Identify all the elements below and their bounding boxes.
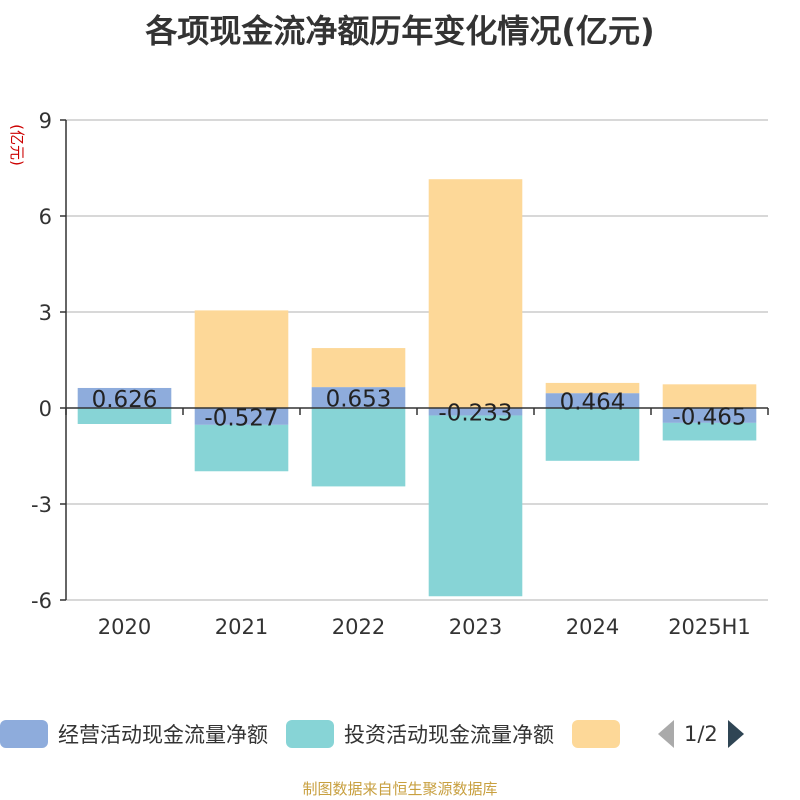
bar-series-1-2023[interactable] bbox=[428, 415, 523, 597]
data-label: 0.626 bbox=[92, 387, 158, 413]
bar-series-1-2022[interactable] bbox=[311, 408, 406, 487]
x-tick-label: 2021 bbox=[215, 615, 268, 639]
chart-title: 各项现金流净额历年变化情况(亿元) bbox=[145, 12, 655, 50]
x-tick-label: 2020 bbox=[98, 615, 151, 639]
x-tick-label: 2024 bbox=[566, 615, 619, 639]
bar-series-0-2022[interactable] bbox=[311, 387, 406, 408]
x-tick-label: 2025H1 bbox=[668, 615, 751, 639]
legend-swatch-investing bbox=[286, 720, 334, 748]
bar-series-2-2022[interactable] bbox=[311, 348, 406, 388]
chart-plot: -6 -3 0 3 6 9 (亿元) 2020 2021 2022 2023 2024 2025H1 0… bbox=[8, 109, 769, 639]
y-tick-label: -6 bbox=[31, 589, 52, 613]
bar-series-0-2023[interactable] bbox=[428, 408, 523, 416]
source-note: 制图数据来自恒生聚源数据库 bbox=[302, 780, 498, 798]
y-tick-label: -3 bbox=[31, 493, 52, 517]
x-tick-label: 2022 bbox=[332, 615, 385, 639]
bar-series-0-2024[interactable] bbox=[545, 393, 640, 408]
y-tick-label: 6 bbox=[39, 205, 52, 229]
legend-pager: 1/2 bbox=[658, 720, 744, 748]
bar-series-2-2025H1[interactable] bbox=[662, 384, 757, 408]
legend-label-investing: 投资活动现金流量净额 bbox=[344, 723, 554, 747]
pager-next-icon[interactable] bbox=[727, 720, 744, 748]
data-label: -0.527 bbox=[204, 405, 278, 431]
pager-prev-icon[interactable] bbox=[658, 720, 674, 748]
legend: 经营活动现金流量净额 投资活动现金流量净额 1/2 bbox=[0, 714, 800, 754]
x-tick-label: 2023 bbox=[449, 615, 502, 639]
data-label: 0.464 bbox=[560, 390, 626, 416]
bar-series-2-2023[interactable] bbox=[428, 179, 523, 408]
bar-series-0-2025H1[interactable] bbox=[662, 408, 757, 423]
legend-item-investing[interactable]: 投资活动现金流量净额 bbox=[286, 719, 554, 749]
bar-series-1-2025H1[interactable] bbox=[662, 422, 757, 441]
pager-count: 1/2 bbox=[684, 722, 718, 746]
y-tick-label: 0 bbox=[39, 397, 52, 421]
data-label: -0.233 bbox=[438, 401, 512, 427]
legend-item-operating[interactable]: 经营活动现金流量净额 bbox=[0, 719, 268, 749]
bar-series-2-2024[interactable] bbox=[545, 382, 640, 394]
bar-series-2-2021[interactable] bbox=[194, 310, 289, 408]
y-tick-label: 9 bbox=[39, 109, 52, 133]
bar-series-0-2020[interactable] bbox=[77, 387, 172, 408]
legend-swatch-third bbox=[572, 720, 620, 748]
y-tick-label: 3 bbox=[39, 301, 52, 325]
legend-swatch-operating bbox=[0, 720, 48, 748]
bar-series-1-2020[interactable] bbox=[77, 408, 172, 424]
data-label: -0.465 bbox=[672, 404, 746, 430]
bar-series-0-2021[interactable] bbox=[194, 408, 289, 425]
legend-item-third[interactable] bbox=[572, 720, 630, 748]
data-label: 0.653 bbox=[326, 387, 392, 413]
y-axis-label: (亿元) bbox=[8, 124, 26, 166]
legend-label-operating: 经营活动现金流量净额 bbox=[58, 723, 268, 747]
bar-series-1-2021[interactable] bbox=[194, 424, 289, 472]
bar-series-1-2024[interactable] bbox=[545, 408, 640, 461]
